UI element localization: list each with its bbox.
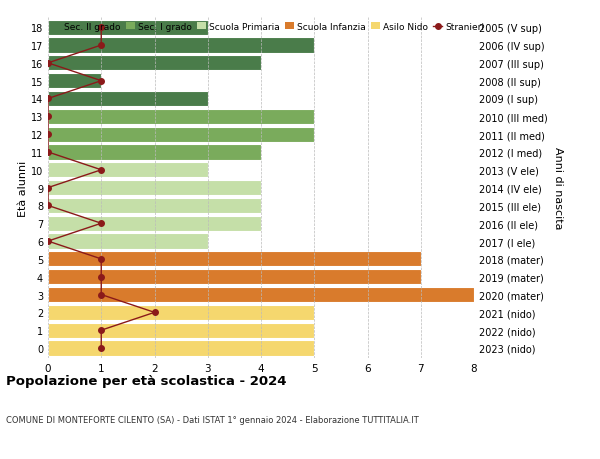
Y-axis label: Età alunni: Età alunni [18,160,28,216]
Point [97,78,106,85]
Point [97,24,106,32]
Point [43,131,53,139]
Bar [48,92,208,107]
Bar [48,198,261,213]
Point [43,95,53,103]
Point [97,291,106,298]
Bar [48,323,314,338]
Point [97,256,106,263]
Point [43,202,53,210]
Point [97,327,106,334]
Y-axis label: Anni di nascita: Anni di nascita [553,147,563,230]
Point [97,167,106,174]
Point [97,220,106,227]
Point [43,238,53,245]
Point [97,42,106,50]
Bar [48,145,261,160]
Bar [48,39,314,54]
Bar [48,163,208,178]
Bar [48,110,314,124]
Bar [48,252,421,267]
Bar [48,21,208,36]
Bar [48,127,314,142]
Bar [48,74,101,89]
Bar [48,341,314,356]
Point [43,113,53,121]
Bar [48,269,421,285]
Point [43,185,53,192]
Point [97,274,106,281]
Bar [48,234,208,249]
Bar [48,216,261,231]
Point [43,149,53,157]
Text: Popolazione per età scolastica - 2024: Popolazione per età scolastica - 2024 [6,374,287,387]
Legend: Sec. II grado, Sec. I grado, Scuola Primaria, Scuola Infanzia, Asilo Nido, Stran: Sec. II grado, Sec. I grado, Scuola Prim… [53,23,484,32]
Text: COMUNE DI MONTEFORTE CILENTO (SA) - Dati ISTAT 1° gennaio 2024 - Elaborazione TU: COMUNE DI MONTEFORTE CILENTO (SA) - Dati… [6,415,419,425]
Point [150,309,160,316]
Point [43,60,53,67]
Bar [48,287,474,302]
Bar [48,181,261,196]
Point [97,345,106,352]
Bar [48,56,261,71]
Bar [48,305,314,320]
